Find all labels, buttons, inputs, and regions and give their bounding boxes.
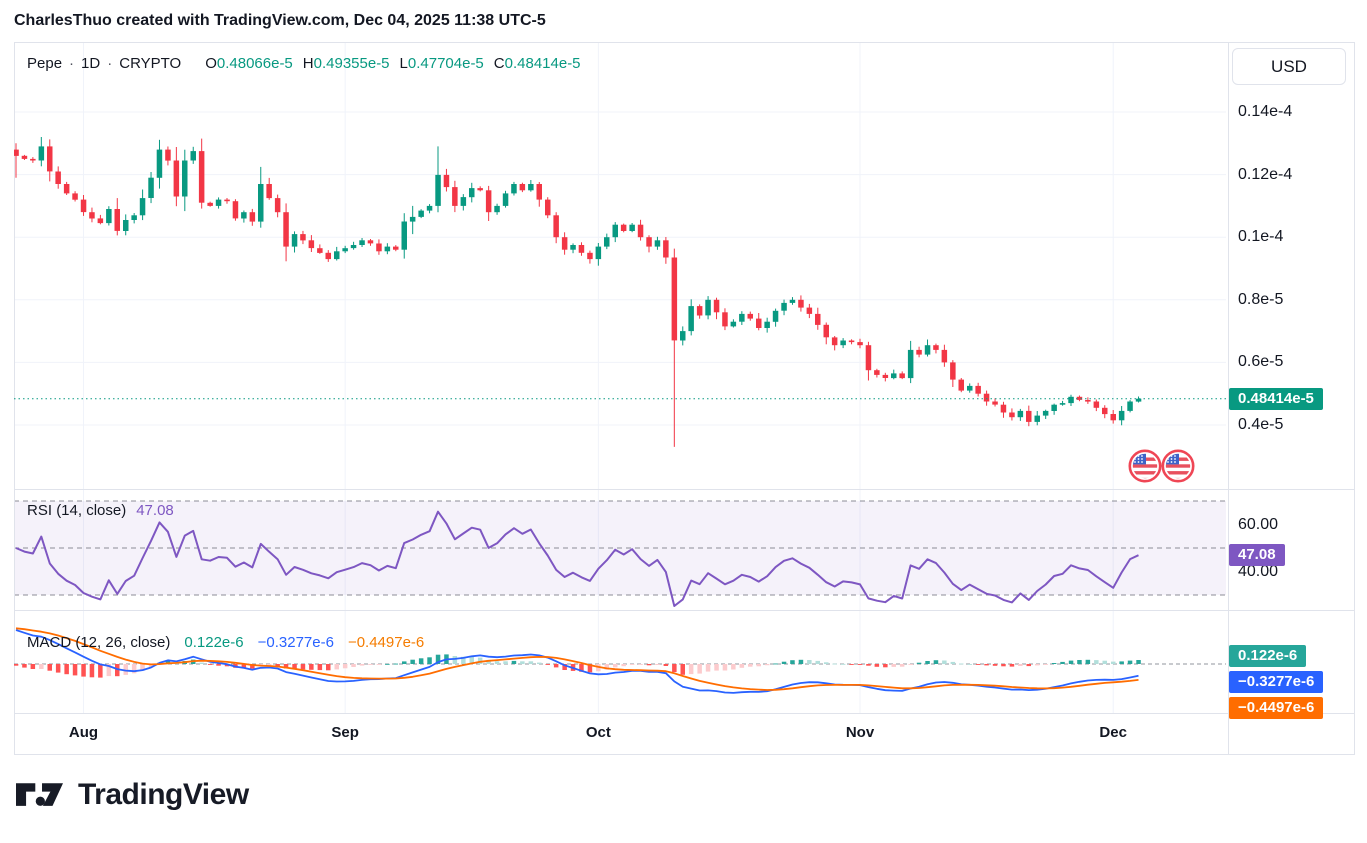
open-value: O0.48066e-5 <box>205 55 293 72</box>
macd-signal-value: −0.4497e-6 <box>347 634 425 651</box>
macd-legend: MACD (12, 26, close) 0.122e-6 −0.3277e-6… <box>27 634 424 651</box>
tradingview-logo-icon <box>16 783 63 806</box>
rsi-legend: RSI (14, close) 47.08 <box>27 502 174 519</box>
macd-hist-badge: 0.122e-6 <box>1229 645 1307 667</box>
symbol-name[interactable]: Pepe <box>27 55 63 72</box>
macd-title[interactable]: MACD <box>27 634 72 651</box>
macd-line-badge: −0.3277e-6 <box>1229 671 1324 693</box>
macd-params: (12, 26, close) <box>75 634 171 651</box>
interval-label[interactable]: 1D <box>81 55 101 72</box>
gridlines <box>14 43 1226 713</box>
tradingview-logo-text: TradingView <box>78 778 249 811</box>
rsi-line <box>15 510 1139 607</box>
rsi-title[interactable]: RSI <box>27 502 53 519</box>
us-flag-icon[interactable] <box>1161 449 1195 483</box>
last-price-badge: 0.48414e-5 <box>1229 388 1323 410</box>
macd-signal-badge: −0.4497e-6 <box>1229 697 1324 719</box>
macd-line-value: −0.3277e-6 <box>257 634 334 651</box>
high-value: H0.49355e-5 <box>302 55 390 72</box>
macd-hist-value: 0.122e-6 <box>184 634 244 651</box>
macd-histogram <box>14 654 1141 678</box>
symbol-legend: Pepe · 1D · CRYPTO O0.48066e-5 H0.49355e… <box>27 55 581 72</box>
low-value: L0.47704e-5 <box>399 55 484 72</box>
currency-toggle-button[interactable]: USD <box>1232 48 1346 85</box>
legend-separator: · <box>69 55 75 72</box>
us-flag-icon[interactable] <box>1128 449 1162 483</box>
rsi-current-value: 47.08 <box>136 502 174 519</box>
rsi-band <box>14 500 1226 596</box>
candlestick-series[interactable] <box>13 137 1142 447</box>
rsi-params: (14, close) <box>56 502 127 519</box>
rsi-value-badge: 47.08 <box>1229 544 1285 566</box>
legend-separator: · <box>107 55 113 72</box>
attribution-text: CharlesThuo created with TradingView.com… <box>14 12 546 29</box>
market-label: CRYPTO <box>119 55 182 72</box>
close-value: C0.48414e-5 <box>493 55 581 72</box>
tradingview-brand[interactable]: TradingView <box>16 778 249 812</box>
macd-line <box>15 629 1139 694</box>
macd-signal-line <box>15 627 1139 691</box>
